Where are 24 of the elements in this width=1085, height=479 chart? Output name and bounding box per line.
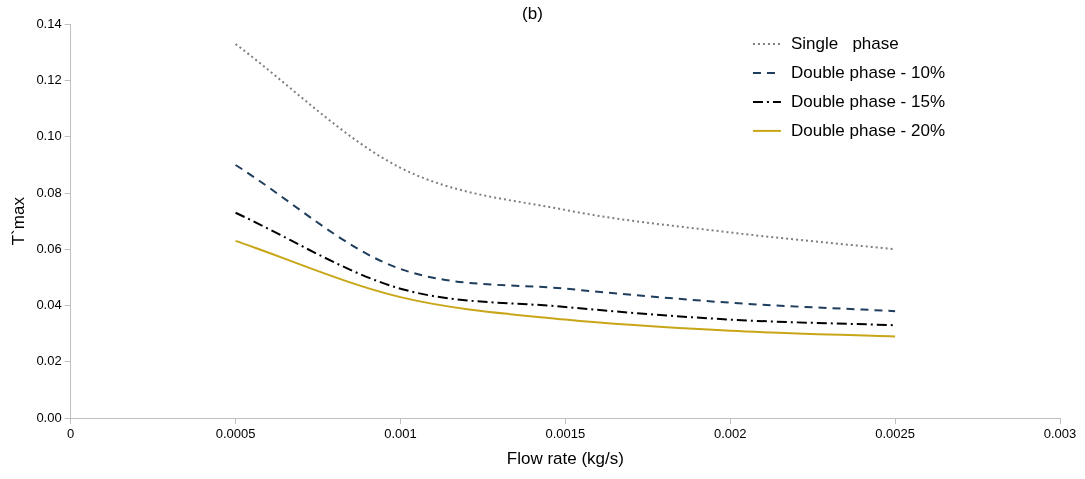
- y-tick-label: 0.00: [36, 409, 62, 425]
- legend-label: Double phase - 15%: [790, 91, 945, 111]
- x-tick-label: 0.0015: [545, 426, 586, 442]
- legend-label: Double phase - 20%: [790, 120, 945, 140]
- x-tick-label: 0.001: [384, 426, 417, 442]
- y-tick-label: 0.02: [36, 353, 62, 369]
- legend-label: Double phase - 10%: [790, 62, 945, 82]
- x-tick-label: 0.0025: [875, 426, 915, 442]
- x-tick-label: 0.0005: [215, 426, 256, 442]
- y-tick-label: 0.10: [36, 128, 62, 144]
- y-axis-title: T`max: [8, 196, 28, 246]
- y-tick-label: 0.06: [36, 240, 62, 256]
- x-tick-label: 0.002: [713, 426, 747, 442]
- y-tick-label: 0.04: [36, 297, 62, 313]
- y-tick-label: 0.14: [36, 15, 62, 31]
- chart-title: (b): [522, 3, 543, 23]
- y-tick-label: 0.08: [36, 184, 62, 200]
- x-tick-label: 0.003: [1043, 426, 1077, 442]
- x-tick-label: 0: [67, 426, 75, 442]
- line-series: [234, 163, 897, 313]
- legend-label: Single phase: [790, 33, 899, 53]
- x-axis-title: Flow rate (kg/s): [506, 449, 624, 469]
- y-tick-label: 0.12: [36, 72, 62, 88]
- line-series: [234, 239, 897, 338]
